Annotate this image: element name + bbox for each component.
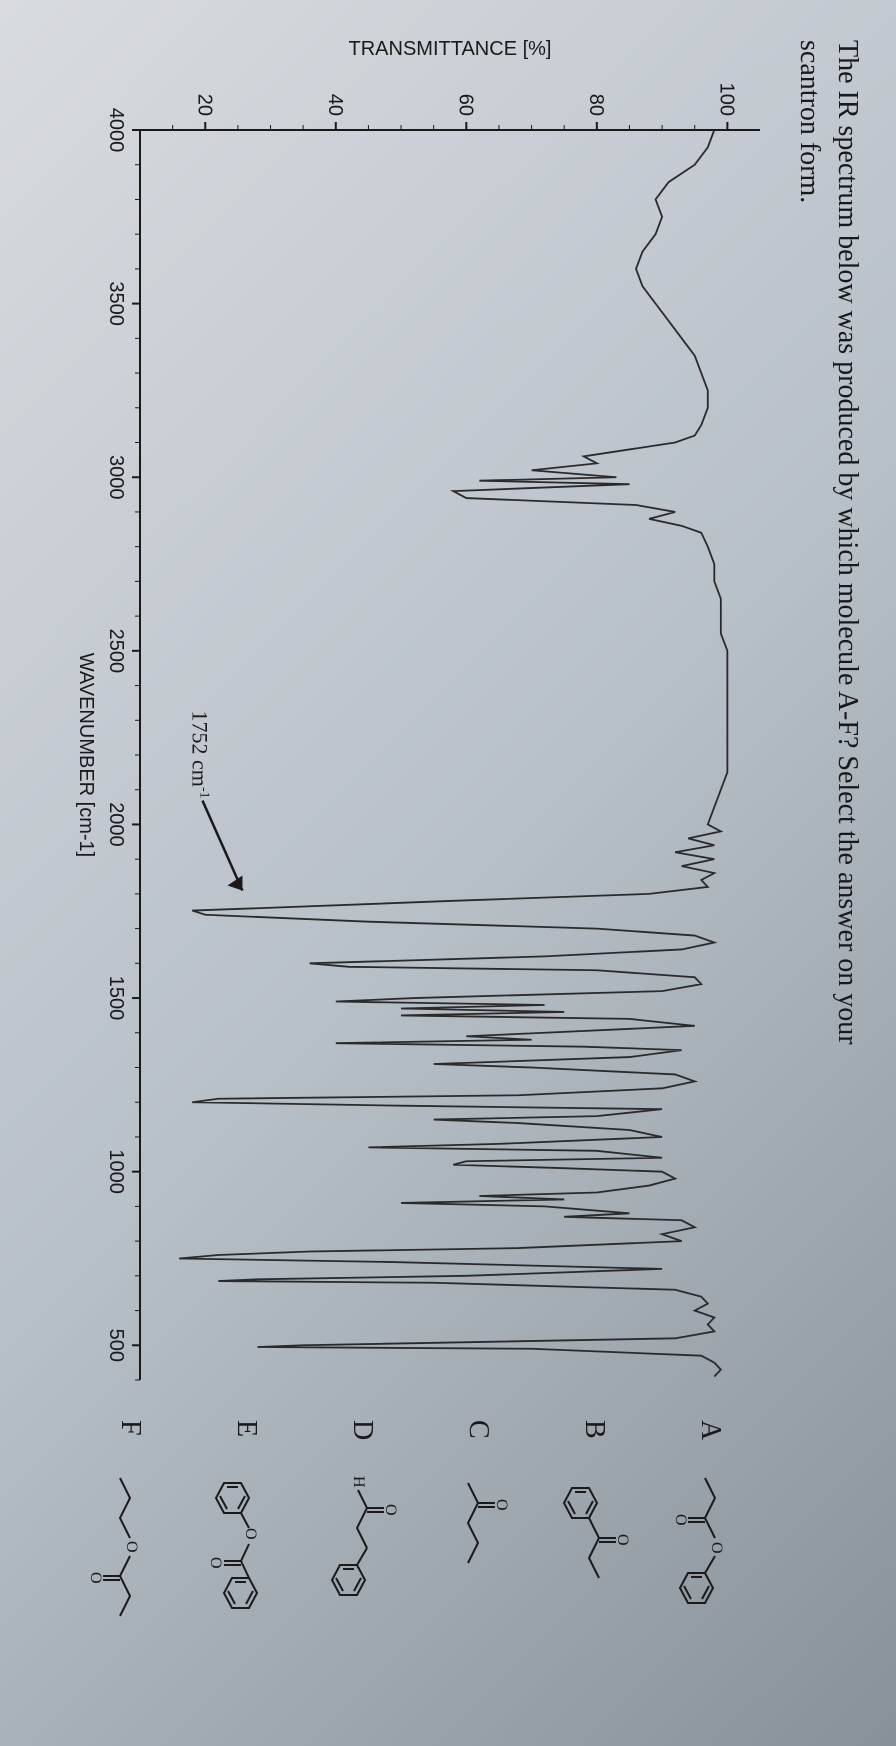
answer-e: E O O (206, 1420, 286, 1720)
svg-text:2000: 2000 (105, 802, 127, 847)
answer-label-b: B (578, 1420, 610, 1450)
molecule-e-icon: O O (206, 1468, 286, 1678)
svg-text:100: 100 (716, 83, 738, 116)
answer-f: F O O (90, 1420, 170, 1720)
answer-label-c: C (462, 1420, 494, 1450)
svg-text:O: O (90, 1572, 104, 1584)
answer-label-d: D (346, 1420, 378, 1450)
question-line2: scantron form. (794, 40, 825, 203)
svg-text:TRANSMITTANCE [%]: TRANSMITTANCE [%] (349, 38, 552, 60)
question-line1: The IR spectrum below was produced by wh… (832, 40, 863, 1045)
svg-text:O: O (207, 1557, 224, 1569)
answer-label-f: F (114, 1420, 146, 1450)
molecule-b-icon: O (554, 1468, 634, 1678)
molecule-a-icon: O O (670, 1468, 750, 1678)
answer-a: A O O (670, 1420, 750, 1720)
answer-column: A O O (40, 1420, 780, 1720)
svg-text:60: 60 (455, 94, 477, 116)
answer-d: D H O (322, 1420, 402, 1720)
svg-text:O: O (382, 1504, 399, 1516)
spectrum-svg: 100 80 60 40 20 4000 3500 3000 2500 2000 1500 1000 5… (40, 20, 780, 1400)
svg-text:1500: 1500 (105, 976, 127, 1021)
svg-text:O: O (708, 1542, 725, 1554)
svg-text:1752 cm-1: 1752 cm-1 (188, 711, 213, 799)
svg-text:3500: 3500 (105, 281, 127, 326)
molecule-c-icon: O (438, 1468, 518, 1678)
molecule-d-icon: H O (322, 1468, 402, 1678)
svg-text:40: 40 (324, 94, 346, 116)
svg-text:WAVENUMBER [cm-1]: WAVENUMBER [cm-1] (75, 653, 97, 857)
svg-text:20: 20 (194, 94, 216, 116)
svg-text:O: O (614, 1534, 631, 1546)
svg-text:O: O (672, 1514, 689, 1526)
svg-text:O: O (242, 1528, 259, 1540)
answer-b: B O (554, 1420, 634, 1720)
svg-text:3000: 3000 (105, 455, 127, 500)
svg-text:H: H (350, 1476, 367, 1488)
answer-c: C O (438, 1420, 518, 1720)
svg-text:80: 80 (585, 94, 607, 116)
svg-text:O: O (123, 1541, 140, 1553)
svg-text:500: 500 (105, 1329, 127, 1362)
svg-text:1000: 1000 (105, 1149, 127, 1194)
molecule-f-icon: O O (90, 1468, 170, 1678)
svg-text:O: O (493, 1499, 510, 1511)
answer-label-a: A (694, 1420, 726, 1450)
question-text: The IR spectrum below was produced by wh… (780, 0, 896, 1746)
svg-text:2500: 2500 (105, 629, 127, 674)
answer-label-e: E (230, 1420, 262, 1450)
svg-text:4000: 4000 (105, 108, 127, 153)
ir-spectrum-chart: 100 80 60 40 20 4000 3500 3000 2500 2000 1500 1000 5… (40, 20, 780, 1400)
